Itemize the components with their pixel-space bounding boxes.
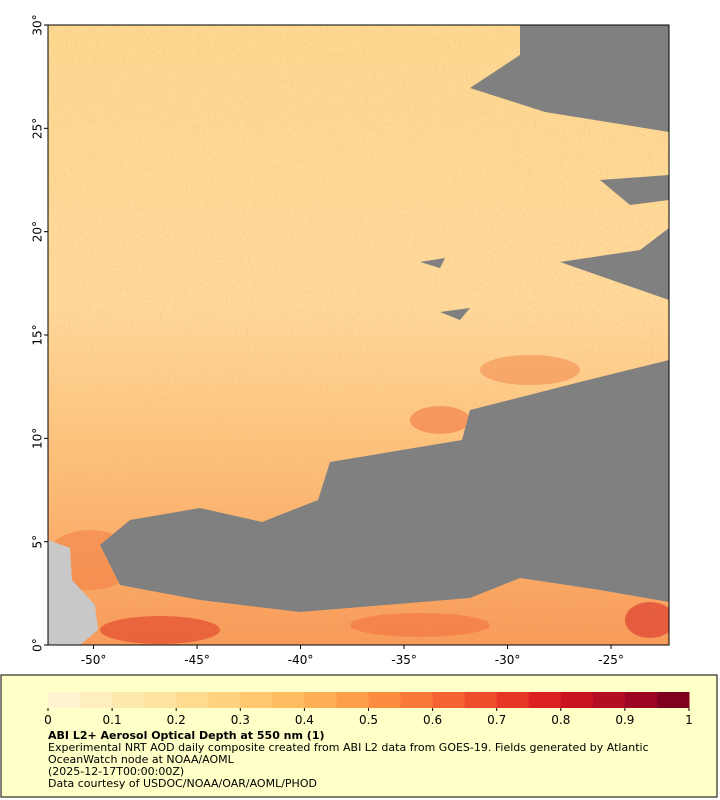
colorbar-tick-label: 1 xyxy=(685,713,693,727)
colorbar-segment xyxy=(144,692,177,708)
caption: ABI L2+ Aerosol Optical Depth at 550 nm … xyxy=(48,730,688,790)
y-tick-label: 0° xyxy=(31,638,45,652)
colorbar-tick-label: 0.7 xyxy=(487,713,506,727)
caption-description: Experimental NRT AOD daily composite cre… xyxy=(48,741,649,766)
x-tick-label: -30° xyxy=(495,653,521,667)
colorbar-tick-label: 0.3 xyxy=(231,713,250,727)
colorbar-segment xyxy=(368,692,402,708)
caption-credit: Data courtesy of USDOC/NOAA/OAR/AOML/PHO… xyxy=(48,777,317,790)
no-data xyxy=(420,40,669,320)
colorbar-segment xyxy=(336,692,369,708)
colorbar-tick-label: 0.5 xyxy=(359,713,378,727)
land xyxy=(48,540,98,645)
x-tick-label: -40° xyxy=(288,653,314,667)
colorbar-tick-label: 0.8 xyxy=(551,713,570,727)
x-tick-label: -25° xyxy=(598,653,624,667)
colorbar-segment xyxy=(304,692,337,708)
colorbar-segment xyxy=(272,692,305,708)
colorbar-segment xyxy=(432,692,466,708)
colorbar-tick-label: 0.6 xyxy=(423,713,442,727)
colorbar-tick-label: 0.4 xyxy=(295,713,314,727)
colorbar-segment xyxy=(624,692,658,708)
colorbar-segment xyxy=(208,692,241,708)
colorbar-segment xyxy=(528,692,562,708)
colorbar-segment xyxy=(80,692,113,708)
colorbar-segment xyxy=(656,692,690,708)
y-tick-label: 15° xyxy=(31,324,45,345)
colorbar-segment xyxy=(112,692,145,708)
y-tick-label: 5° xyxy=(31,535,45,549)
y-tick-label: 25° xyxy=(31,118,45,139)
colorbar-segment xyxy=(400,692,434,708)
colorbar-segment xyxy=(464,692,498,708)
colorbar-segment xyxy=(48,692,81,708)
x-tick-label: -35° xyxy=(391,653,417,667)
caption-date: (2025-12-17T00:00:00Z) xyxy=(48,765,185,778)
caption-title: ABI L2+ Aerosol Optical Depth at 550 nm … xyxy=(48,729,325,742)
colorbar-tick-label: 0.1 xyxy=(103,713,122,727)
colorbar-segment xyxy=(176,692,209,708)
colorbar-segment xyxy=(496,692,530,708)
x-tick-label: -45° xyxy=(184,653,210,667)
y-tick-label: 10° xyxy=(31,428,45,449)
y-tick-label: 30° xyxy=(31,14,45,35)
colorbar-segment xyxy=(240,692,273,708)
colorbar-tick-label: 0.9 xyxy=(615,713,634,727)
colorbar-tick-label: 0.2 xyxy=(167,713,186,727)
colorbar-segment xyxy=(592,692,626,708)
x-tick-label: -50° xyxy=(81,653,107,667)
y-tick-label: 20° xyxy=(31,221,45,242)
colorbar-tick-label: 0 xyxy=(44,713,52,727)
colorbar-segment xyxy=(560,692,594,708)
